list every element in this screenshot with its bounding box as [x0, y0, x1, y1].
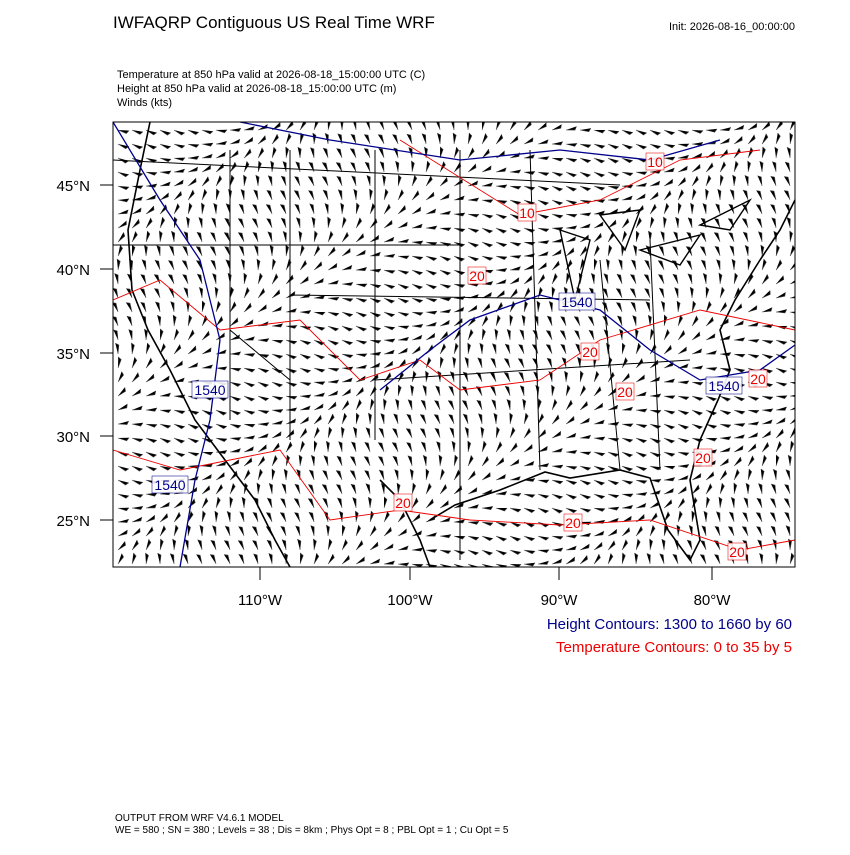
init-time: Init: 2026-08-16_00:00:00 — [669, 21, 795, 33]
lon-label: 90°W — [541, 592, 579, 609]
contour-label-box — [191, 380, 229, 399]
lat-label: 30°N — [56, 429, 90, 446]
contour-label-box — [748, 369, 768, 388]
temperature-contour — [113, 139, 795, 551]
footer: WE = 580 ; SN = 380 ; Levels = 38 ; Dis … — [115, 825, 509, 836]
lat-label: 25°N — [56, 513, 90, 530]
contour-label-box — [727, 542, 747, 561]
contour-label: 10 — [519, 205, 535, 221]
contour-label: 20 — [695, 450, 711, 466]
contour-label-box — [693, 448, 713, 467]
title: IWFAQRP Contiguous US Real Time WRF — [113, 13, 435, 32]
contour-label: 1540 — [154, 477, 185, 493]
contour-label-box — [615, 382, 635, 401]
contour-label-box — [580, 342, 600, 361]
contour-label-box — [558, 292, 596, 311]
map: 10 10 20 1540 20 1540 20 1540 20 20 1540 20 20 20 — [113, 122, 795, 567]
lat-label: 35°N — [56, 346, 90, 363]
lat-label: 45°N — [56, 178, 90, 195]
contour-label-box — [467, 266, 487, 285]
state-borders — [113, 149, 691, 560]
contour-label: 1540 — [561, 294, 592, 310]
field-label: Temperature at 850 hPa valid at 2026-08-… — [117, 69, 425, 81]
lon-label: 110°W — [238, 592, 283, 609]
contour-label: 1540 — [708, 378, 739, 394]
contour-label: 20 — [750, 371, 766, 387]
field-label: Winds (kts) — [117, 97, 172, 109]
field-label: Height at 850 hPa valid at 2026-08-18_15… — [117, 83, 396, 95]
great-lakes — [559, 198, 753, 301]
lat-label: 40°N — [56, 262, 90, 279]
contour-label-box — [705, 376, 743, 395]
contour-label: 10 — [647, 154, 663, 170]
legend-temperature: Temperature Contours: 0 to 35 by 5 — [556, 639, 792, 656]
legend-height: Height Contours: 1300 to 1660 by 60 — [547, 616, 792, 633]
wind-barbs — [113, 122, 795, 567]
contour-label: 20 — [565, 515, 581, 531]
map-axes: 45°N 40°N 35°N 30°N 25°N 110°W 100°W 90°W 80°W — [56, 178, 731, 609]
contour-label: 20 — [617, 384, 633, 400]
contour-label-box — [393, 493, 413, 512]
coastline — [127, 122, 291, 567]
contour-label: 1540 — [194, 382, 225, 398]
footer: OUTPUT FROM WRF V4.6.1 MODEL — [115, 813, 284, 824]
map-frame — [112, 121, 796, 568]
contour-label-box — [645, 152, 665, 171]
contour-label: 20 — [469, 268, 485, 284]
contour-label: 20 — [395, 495, 411, 511]
contour-label-box — [151, 475, 189, 494]
lon-label: 80°W — [694, 592, 732, 609]
contour-label-box — [563, 513, 583, 532]
coastline — [379, 199, 795, 567]
lon-label: 100°W — [387, 592, 433, 609]
contour-label: 20 — [729, 544, 745, 560]
contour-label: 20 — [582, 344, 598, 360]
contour-label-box — [517, 203, 537, 222]
contour-labels: 10 10 20 1540 20 1540 20 1540 20 20 1540 20 20 20 — [151, 152, 768, 561]
